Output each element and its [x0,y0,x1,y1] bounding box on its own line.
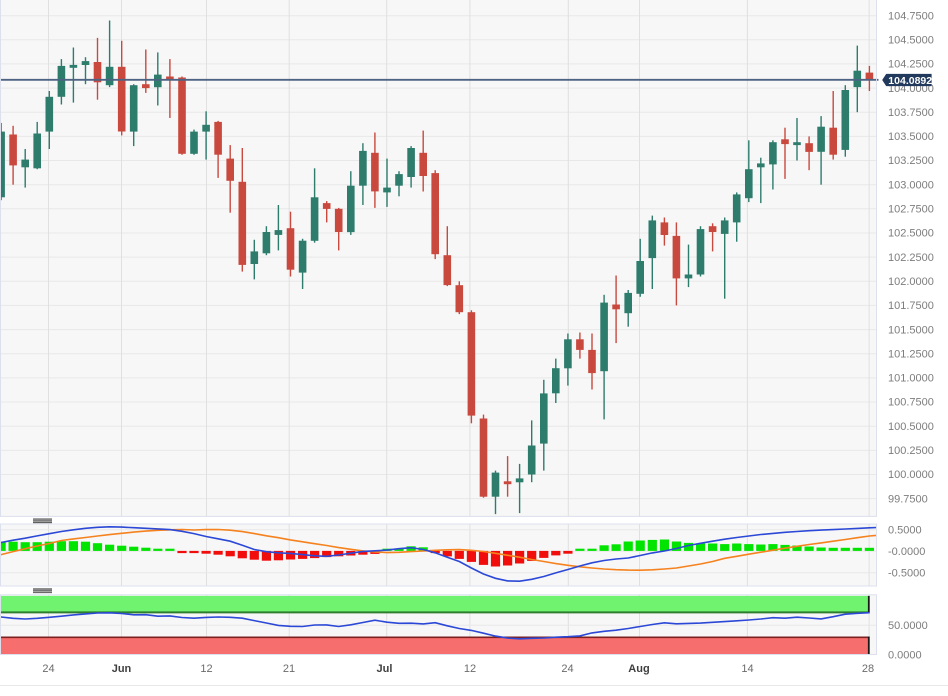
svg-text:100.0000: 100.0000 [888,469,934,481]
svg-text:102.5000: 102.5000 [888,228,934,240]
svg-text:102.2500: 102.2500 [888,252,934,264]
svg-text:100.5000: 100.5000 [888,421,934,433]
svg-text:24: 24 [42,663,54,675]
svg-text:21: 21 [283,663,295,675]
svg-text:104.0892: 104.0892 [888,75,932,87]
svg-text:101.2500: 101.2500 [888,348,934,360]
svg-text:12: 12 [464,663,476,675]
svg-text:103.2500: 103.2500 [888,155,934,167]
svg-text:103.5000: 103.5000 [888,131,934,143]
svg-text:99.7500: 99.7500 [888,493,928,505]
svg-text:Jun: Jun [112,663,132,675]
svg-text:-0.5000: -0.5000 [888,568,925,580]
svg-text:102.0000: 102.0000 [888,276,934,288]
svg-text:Aug: Aug [628,663,649,675]
svg-text:24: 24 [561,663,573,675]
svg-text:104.7500: 104.7500 [888,10,934,22]
svg-text:101.7500: 101.7500 [888,300,934,312]
svg-text:104.2500: 104.2500 [888,59,934,71]
svg-text:102.7500: 102.7500 [888,204,934,216]
svg-text:0.5000: 0.5000 [888,525,922,537]
svg-text:28: 28 [862,663,874,675]
svg-text:100.2500: 100.2500 [888,445,934,457]
svg-text:-0.0000: -0.0000 [888,546,925,558]
svg-text:103.7500: 103.7500 [888,107,934,119]
svg-text:Jul: Jul [377,663,393,675]
svg-text:104.5000: 104.5000 [888,35,934,47]
svg-text:0.0000: 0.0000 [888,650,922,662]
svg-text:50.0000: 50.0000 [888,620,928,632]
svg-text:100.7500: 100.7500 [888,397,934,409]
svg-text:12: 12 [200,663,212,675]
svg-text:103.0000: 103.0000 [888,179,934,191]
svg-text:14: 14 [741,663,753,675]
svg-text:101.5000: 101.5000 [888,324,934,336]
svg-text:101.0000: 101.0000 [888,373,934,385]
